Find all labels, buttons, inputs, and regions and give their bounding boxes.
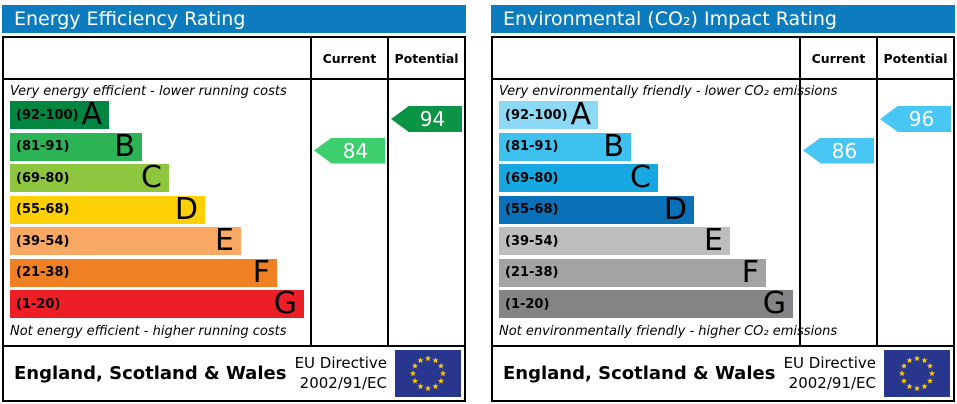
environmental-bands-area: Very environmentally friendly - lower CO… bbox=[493, 80, 838, 345]
energy-chart-body: Very energy efficient - lower running co… bbox=[4, 80, 464, 347]
band-range: (39-54) bbox=[505, 233, 559, 249]
band-range: (92-100) bbox=[16, 107, 79, 123]
energy-band-a: (92-100) A bbox=[10, 97, 109, 132]
eu-directive-line2: 2002/91/EC bbox=[788, 373, 876, 392]
band-letter: F bbox=[741, 254, 759, 290]
energy-band-b: (81-91) B bbox=[10, 128, 142, 164]
energy-band-d: (55-68) D bbox=[10, 191, 205, 227]
eu-flag-icon bbox=[395, 350, 461, 397]
environmental-chart-footer: England, Scotland & Wales EU Directive 2… bbox=[493, 347, 953, 400]
environmental-current-column-header: Current bbox=[799, 38, 876, 78]
energy-bottom-caption: Not energy efficient - higher running co… bbox=[10, 323, 287, 339]
environmental-top-caption: Very environmentally friendly - lower CO… bbox=[499, 84, 838, 99]
environmental-band-d: (55-68) D bbox=[499, 191, 694, 227]
energy-chart-footer: England, Scotland & Wales EU Directive 2… bbox=[4, 347, 464, 400]
band-range: (69-80) bbox=[505, 170, 559, 186]
environmental-potential-column-header: Potential bbox=[876, 38, 953, 78]
band-range: (21-38) bbox=[16, 265, 70, 280]
environmental-chart-body: Very environmentally friendly - lower CO… bbox=[493, 80, 953, 347]
band-range: (81-91) bbox=[16, 139, 70, 154]
environmental-band-e: (39-54) E bbox=[499, 223, 730, 258]
energy-potential-rating-arrow: 94 bbox=[391, 106, 462, 132]
energy-current-rating-arrow: 84 bbox=[314, 137, 385, 164]
eu-directive-line1: EU Directive bbox=[294, 354, 387, 372]
band-range: (69-80) bbox=[16, 170, 70, 186]
band-range: (39-54) bbox=[16, 233, 70, 249]
band-letter: D bbox=[663, 191, 687, 227]
band-range: (1-20) bbox=[505, 296, 550, 312]
band-letter: G bbox=[762, 286, 786, 321]
band-letter: D bbox=[174, 191, 198, 227]
band-letter: C bbox=[141, 160, 162, 195]
band-letter: B bbox=[603, 128, 624, 164]
environmental-impact-chart: Environmental (CO₂) Impact Rating Curren… bbox=[491, 5, 955, 402]
energy-current-cell: 84 bbox=[310, 80, 387, 345]
energy-bands-area: Very energy efficient - lower running co… bbox=[4, 80, 310, 345]
band-letter: E bbox=[704, 223, 723, 258]
energy-chart-frame: Current Potential Very energy efficient … bbox=[2, 36, 466, 402]
environmental-band-b: (81-91) B bbox=[499, 128, 631, 164]
environmental-bottom-caption: Not environmentally friendly - higher CO… bbox=[499, 323, 838, 339]
band-range: (55-68) bbox=[16, 202, 70, 217]
environmental-columns-header: Current Potential bbox=[493, 38, 953, 80]
band-range: (81-91) bbox=[505, 139, 559, 154]
band-letter: C bbox=[630, 160, 651, 195]
band-letter: A bbox=[81, 97, 102, 132]
band-range: (21-38) bbox=[505, 265, 559, 280]
energy-top-caption: Very energy efficient - lower running co… bbox=[10, 84, 287, 99]
energy-band-e: (39-54) E bbox=[10, 223, 241, 258]
band-range: (1-20) bbox=[16, 296, 61, 312]
band-letter: A bbox=[570, 97, 591, 132]
environmental-spacer-cell bbox=[493, 38, 799, 78]
environmental-current-cell: 86 bbox=[799, 80, 876, 345]
band-letter: G bbox=[273, 286, 297, 321]
environmental-band-g: (1-20) G bbox=[499, 286, 793, 321]
band-range: (55-68) bbox=[505, 202, 559, 217]
energy-band-g: (1-20) G bbox=[10, 286, 304, 321]
environmental-chart-title: Environmental (CO₂) Impact Rating bbox=[491, 5, 955, 33]
eu-directive-label: EU Directive 2002/91/EC bbox=[295, 354, 395, 393]
energy-potential-column-header: Potential bbox=[387, 38, 464, 78]
environmental-potential-cell: 96 bbox=[876, 80, 953, 345]
region-label: England, Scotland & Wales bbox=[14, 363, 287, 384]
energy-potential-cell: 94 bbox=[387, 80, 464, 345]
band-letter: F bbox=[252, 254, 270, 290]
region-label: England, Scotland & Wales bbox=[503, 363, 776, 384]
energy-chart-title: Energy Efficiency Rating bbox=[2, 5, 466, 33]
eu-flag-icon bbox=[884, 350, 950, 397]
band-letter: B bbox=[114, 128, 135, 164]
environmental-current-rating-arrow: 86 bbox=[803, 137, 874, 164]
environmental-chart-frame: Current Potential Very environmentally f… bbox=[491, 36, 955, 402]
eu-directive-line2: 2002/91/EC bbox=[299, 373, 387, 392]
eu-directive-label: EU Directive 2002/91/EC bbox=[784, 354, 884, 393]
environmental-potential-rating-arrow: 96 bbox=[880, 106, 951, 132]
energy-efficiency-chart: Energy Efficiency Rating Current Potenti… bbox=[2, 5, 466, 402]
energy-band-c: (69-80) C bbox=[10, 160, 169, 195]
band-range: (92-100) bbox=[505, 107, 568, 123]
energy-columns-header: Current Potential bbox=[4, 38, 464, 80]
band-letter: E bbox=[215, 223, 234, 258]
environmental-band-a: (92-100) A bbox=[499, 97, 598, 132]
energy-current-column-header: Current bbox=[310, 38, 387, 78]
environmental-band-f: (21-38) F bbox=[499, 254, 766, 290]
energy-band-f: (21-38) F bbox=[10, 254, 277, 290]
environmental-band-c: (69-80) C bbox=[499, 160, 658, 195]
eu-directive-line1: EU Directive bbox=[783, 354, 876, 372]
energy-spacer-cell bbox=[4, 38, 310, 78]
